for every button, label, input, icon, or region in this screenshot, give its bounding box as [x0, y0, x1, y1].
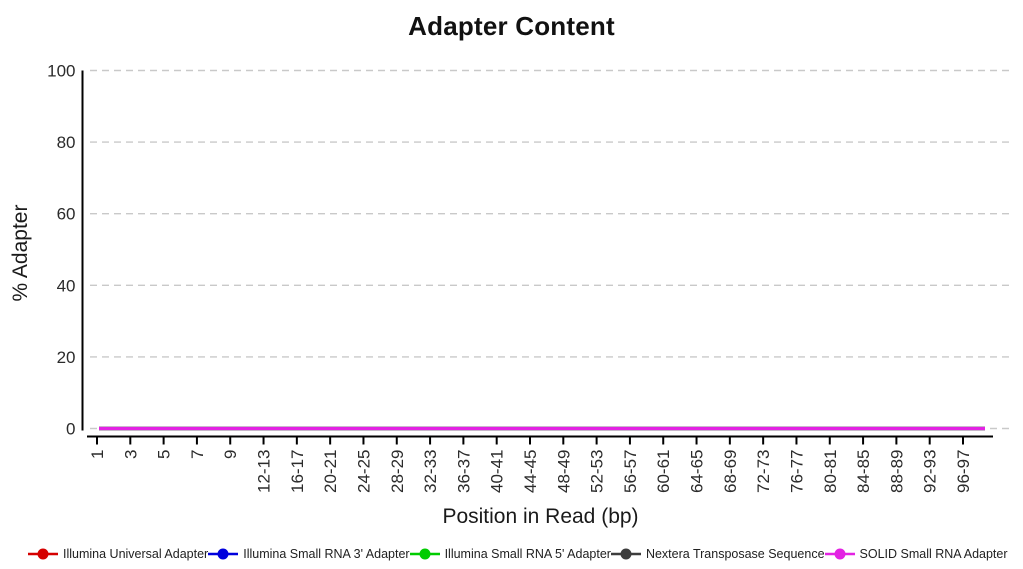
x-tick-label: 5 — [155, 450, 174, 459]
legend-label: Illumina Small RNA 5' Adapter — [444, 547, 611, 561]
x-tick-label: 80-81 — [821, 450, 840, 493]
y-tick-label: 80 — [57, 133, 76, 152]
x-tick-label: 16-17 — [288, 450, 307, 493]
x-tick-label: 3 — [121, 450, 140, 459]
x-tick-label: 20-21 — [321, 450, 340, 493]
x-tick-label: 68-69 — [721, 450, 740, 493]
x-tick-label: 7 — [188, 450, 207, 459]
y-tick-label: 60 — [57, 205, 76, 224]
x-tick-label: 88-89 — [887, 450, 906, 493]
x-tick-label: 1 — [88, 450, 107, 459]
legend-item: SOLID Small RNA Adapter — [824, 547, 1008, 561]
legend-marker-icon — [824, 548, 855, 560]
x-tick-label: 12-13 — [255, 450, 274, 493]
legend-label: SOLID Small RNA Adapter — [859, 547, 1008, 561]
x-tick-label: 84-85 — [854, 450, 873, 493]
x-tick-label: 96-97 — [954, 450, 973, 493]
legend-label: Illumina Universal Adapter — [63, 547, 209, 561]
x-tick-label: 48-49 — [554, 450, 573, 493]
legend-item: Illumina Universal Adapter — [28, 547, 208, 561]
y-axis-title: % Adapter — [9, 204, 32, 302]
legend-marker-icon — [610, 548, 641, 560]
legend-marker-icon — [208, 548, 239, 560]
x-tick-label: 40-41 — [488, 450, 507, 493]
x-tick-label: 56-57 — [621, 450, 640, 493]
x-tick-label: 76-77 — [787, 450, 806, 493]
x-tick-label: 9 — [221, 450, 240, 459]
legend-item: Nextera Transposase Sequence — [610, 547, 825, 561]
chart-legend: Illumina Universal Adapter Illumina Small… — [28, 543, 1008, 565]
x-tick-label: 44-45 — [521, 450, 540, 493]
y-tick-label: 20 — [57, 348, 76, 367]
y-tick-label: 100 — [47, 62, 75, 81]
x-tick-label: 52-53 — [588, 450, 607, 493]
legend-label: Illumina Small RNA 3' Adapter — [243, 547, 410, 561]
x-tick-label: 32-33 — [421, 450, 440, 493]
x-tick-label: 36-37 — [454, 450, 473, 493]
legend-item: Illumina Small RNA 5' Adapter — [409, 547, 611, 561]
legend-marker-icon — [409, 548, 440, 560]
x-tick-label: 64-65 — [688, 450, 707, 493]
legend-item: Illumina Small RNA 3' Adapter — [208, 547, 410, 561]
x-tick-label: 60-61 — [654, 450, 673, 493]
x-axis-title: Position in Read (bp) — [442, 505, 639, 528]
legend-marker-icon — [28, 548, 58, 560]
legend-label: Nextera Transposase Sequence — [645, 547, 825, 561]
x-tick-label: 92-93 — [921, 450, 940, 493]
y-tick-label: 40 — [57, 276, 76, 295]
x-tick-label: 24-25 — [354, 450, 373, 493]
x-tick-label: 72-73 — [754, 450, 773, 493]
y-tick-label: 0 — [66, 420, 75, 439]
x-tick-label: 28-29 — [388, 450, 407, 493]
chart-title: Adapter Content — [408, 11, 615, 41]
